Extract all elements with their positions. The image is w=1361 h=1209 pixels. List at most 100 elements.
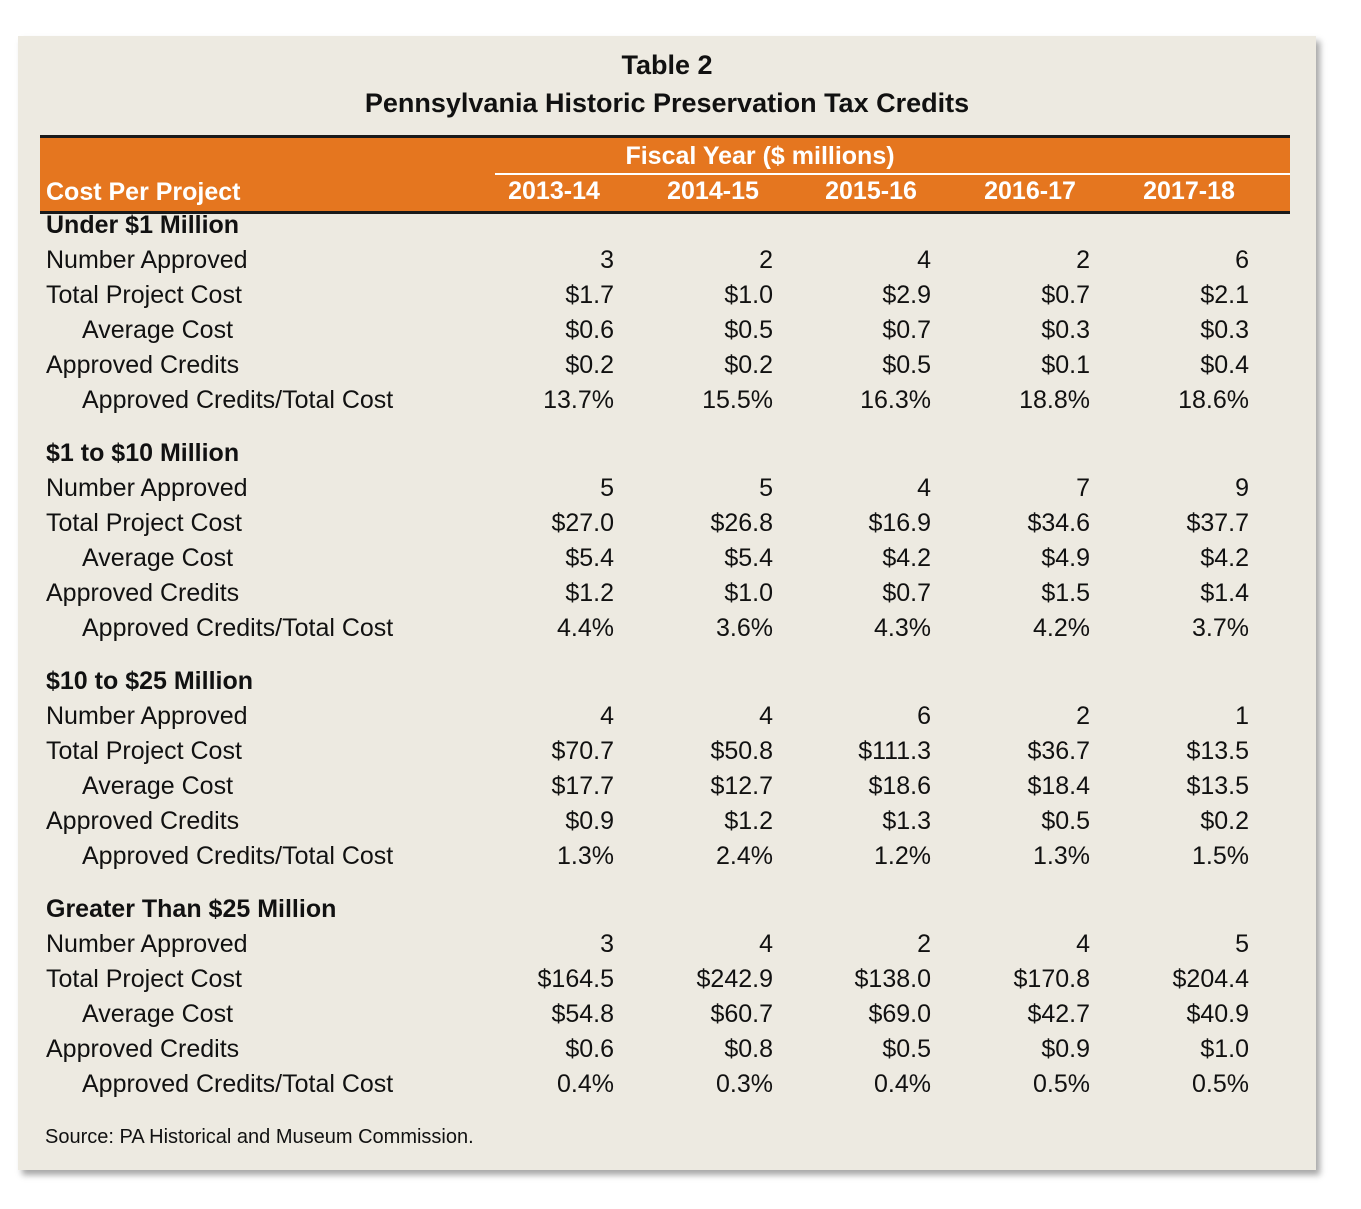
- table-cell: $1.4: [1200, 578, 1249, 607]
- row-label: Number Approved: [46, 701, 248, 730]
- table-cell: $34.6: [1027, 508, 1090, 537]
- section-heading: $1 to $10 Million: [46, 439, 240, 467]
- table-header: Fiscal Year ($ millions) Cost Per Projec…: [40, 135, 1290, 214]
- row-label: Approved Credits/Total Cost: [82, 385, 394, 414]
- table-cell: 1.2%: [874, 841, 931, 870]
- table-cell: 0.5%: [1192, 1069, 1249, 1098]
- table-cell: $37.7: [1186, 508, 1249, 537]
- table-card: Table 2 Pennsylvania Historic Preservati…: [18, 36, 1316, 1170]
- table-cell: $0.6: [565, 1034, 614, 1063]
- row-label: Approved Credits/Total Cost: [82, 841, 394, 870]
- table-cell: 13.7%: [543, 385, 614, 414]
- table-cell: 0.3%: [716, 1069, 773, 1098]
- row-label: Number Approved: [46, 473, 248, 502]
- table-cell: $1.3: [882, 806, 931, 835]
- table-cell: 9: [1235, 473, 1249, 502]
- table-cell: $0.6: [565, 315, 614, 344]
- table-cell: $4.2: [882, 543, 931, 572]
- year-header-2016-17: 2016-17: [984, 177, 1076, 205]
- table-cell: $18.6: [868, 771, 931, 800]
- table-cell: $0.2: [1200, 806, 1249, 835]
- table-cell: 1: [1235, 701, 1249, 730]
- table-cell: 6: [917, 701, 931, 730]
- table-cell: 5: [1235, 929, 1249, 958]
- section-heading: $10 to $25 Million: [46, 667, 254, 695]
- table-cell: 3: [600, 245, 614, 274]
- row-label: Approved Credits/Total Cost: [82, 613, 394, 642]
- table-cell: 4: [600, 701, 614, 730]
- table-cell: $18.4: [1027, 771, 1090, 800]
- table-cell: $69.0: [868, 999, 931, 1028]
- table-cell: $27.0: [551, 508, 614, 537]
- table-cell: $5.4: [724, 543, 773, 572]
- row-label: Number Approved: [46, 245, 248, 274]
- table-cell: $1.2: [724, 806, 773, 835]
- table-cell: $1.2: [565, 578, 614, 607]
- table-cell: $1.0: [1200, 1034, 1249, 1063]
- row-label: Average Cost: [82, 771, 234, 800]
- table-cell: $0.9: [1041, 1034, 1090, 1063]
- table-cell: $42.7: [1027, 999, 1090, 1028]
- section-heading: Under $1 Million: [46, 211, 240, 239]
- table-cell: 18.6%: [1178, 385, 1249, 414]
- year-header-2014-15: 2014-15: [667, 177, 759, 205]
- row-label: Total Project Cost: [46, 964, 242, 993]
- table-cell: $0.9: [565, 806, 614, 835]
- table-cell: 2: [1076, 701, 1090, 730]
- table-cell: 3: [600, 929, 614, 958]
- table-cell: $0.7: [882, 315, 931, 344]
- table-cell: $4.9: [1041, 543, 1090, 572]
- table-cell: $2.1: [1200, 280, 1249, 309]
- table-cell: $4.2: [1200, 543, 1249, 572]
- table-cell: $1.5: [1041, 578, 1090, 607]
- row-label: Average Cost: [82, 999, 234, 1028]
- table-cell: 4: [759, 701, 773, 730]
- table-cell: 4.4%: [557, 613, 614, 642]
- table-cell: $13.5: [1186, 736, 1249, 765]
- table-cell: 2: [1076, 245, 1090, 274]
- row-label: Total Project Cost: [46, 280, 242, 309]
- row-label: Number Approved: [46, 929, 248, 958]
- table-cell: $0.3: [1041, 315, 1090, 344]
- table-cell: 1.3%: [557, 841, 614, 870]
- table-cell: $5.4: [565, 543, 614, 572]
- table-cell: $0.5: [724, 315, 773, 344]
- table-cell: 2.4%: [716, 841, 773, 870]
- table-cell: 4.2%: [1033, 613, 1090, 642]
- row-label: Total Project Cost: [46, 508, 242, 537]
- table-cell: 18.8%: [1019, 385, 1090, 414]
- table-cell: 16.3%: [860, 385, 931, 414]
- table-cell: $0.5: [1041, 806, 1090, 835]
- table-cell: $26.8: [710, 508, 773, 537]
- table-cell: $1.7: [565, 280, 614, 309]
- table-cell: $0.7: [882, 578, 931, 607]
- row-label: Average Cost: [82, 543, 234, 572]
- table-cell: $54.8: [551, 999, 614, 1028]
- year-header-2017-18: 2017-18: [1143, 177, 1235, 205]
- table-cell: 6: [1235, 245, 1249, 274]
- table-cell: $204.4: [1172, 964, 1249, 993]
- row-label-header: Cost Per Project: [46, 178, 241, 206]
- table-cell: 7: [1076, 473, 1090, 502]
- table-cell: $1.0: [724, 578, 773, 607]
- table-cell: $12.7: [710, 771, 773, 800]
- table-cell: $170.8: [1013, 964, 1090, 993]
- table-number: Table 2: [621, 50, 713, 80]
- table-cell: 4: [917, 245, 931, 274]
- table-cell: 2: [759, 245, 773, 274]
- table-cell: $2.9: [882, 280, 931, 309]
- table-cell: $0.5: [882, 1034, 931, 1063]
- table-cell: $36.7: [1027, 736, 1090, 765]
- table-cell: $242.9: [696, 964, 773, 993]
- table-title: Pennsylvania Historic Preservation Tax C…: [364, 88, 970, 118]
- table-cell: 0.4%: [557, 1069, 614, 1098]
- table-cell: 0.4%: [874, 1069, 931, 1098]
- table-cell: 1.5%: [1192, 841, 1249, 870]
- row-label: Approved Credits: [46, 1034, 240, 1063]
- table-cell: 3.6%: [716, 613, 773, 642]
- table-cell: $0.3: [1200, 315, 1249, 344]
- table-cell: $40.9: [1186, 999, 1249, 1028]
- row-label: Approved Credits/Total Cost: [82, 1069, 394, 1098]
- table-cell: $0.2: [565, 350, 614, 379]
- table-cell: $0.5: [882, 350, 931, 379]
